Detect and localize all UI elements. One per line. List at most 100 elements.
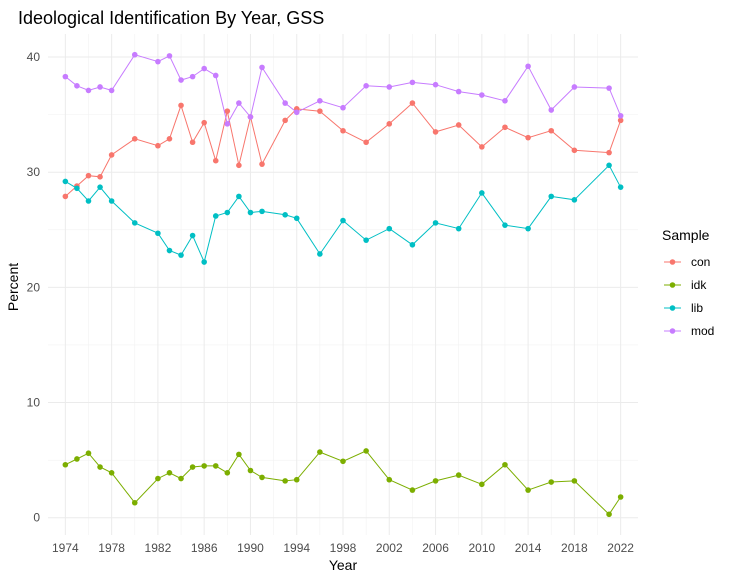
data-point-lib <box>479 190 485 196</box>
data-point-idk <box>293 476 300 483</box>
data-point-lib <box>259 208 265 215</box>
legend-key-point <box>669 282 676 288</box>
series-lib <box>62 162 624 265</box>
data-point-lib <box>108 198 115 204</box>
data-point-mod <box>606 85 612 91</box>
data-point-lib <box>85 198 92 204</box>
data-point-mod <box>189 73 196 80</box>
data-point-mod <box>85 87 92 94</box>
data-point-idk <box>606 511 612 518</box>
data-point-con <box>340 127 346 134</box>
data-point-con <box>155 142 161 149</box>
data-point-mod <box>432 81 439 88</box>
data-point-con <box>212 157 219 164</box>
data-point-idk <box>155 475 161 482</box>
data-point-con <box>502 124 508 131</box>
data-point-mod <box>479 92 485 98</box>
data-point-idk <box>340 458 346 465</box>
data-point-lib <box>166 247 173 254</box>
legend-item-idk: idk <box>664 278 707 292</box>
x-tick-label: 2022 <box>607 541 634 555</box>
data-point-mod <box>259 64 265 71</box>
data-point-con <box>62 193 69 200</box>
data-point-idk <box>201 463 207 469</box>
y-tick-label: 10 <box>27 396 41 410</box>
data-point-mod <box>74 83 80 89</box>
data-point-lib <box>247 209 254 216</box>
data-point-idk <box>108 470 115 476</box>
x-tick-label: 1998 <box>330 541 357 555</box>
data-point-mod <box>108 87 115 94</box>
legend-item-lib: lib <box>664 301 703 315</box>
x-tick-label: 2018 <box>561 541 588 555</box>
data-point-lib <box>293 215 300 222</box>
data-point-con <box>282 117 288 124</box>
data-point-mod <box>455 88 462 95</box>
data-point-con <box>363 139 369 146</box>
data-point-mod <box>317 98 323 104</box>
data-point-idk <box>85 450 92 457</box>
data-point-idk <box>97 464 103 470</box>
data-point-lib <box>155 230 161 237</box>
data-point-idk <box>189 464 196 470</box>
x-axis-ticks: 1974 1978 1982 1986 1990 1994 1998 2002 2006 2010… <box>52 541 634 555</box>
data-point-lib <box>97 184 103 190</box>
data-point-mod <box>178 77 184 83</box>
data-point-lib <box>212 213 219 219</box>
x-tick-label: 1974 <box>52 541 79 555</box>
data-point-idk <box>131 499 138 506</box>
data-point-con <box>178 102 184 109</box>
data-point-lib <box>386 225 393 232</box>
data-point-idk <box>479 481 485 488</box>
data-point-lib <box>571 197 578 203</box>
x-tick-label: 1982 <box>145 541 172 555</box>
data-point-idk <box>247 467 254 474</box>
data-point-mod <box>212 72 219 79</box>
x-tick-label: 1990 <box>237 541 264 555</box>
data-point-mod <box>502 98 508 104</box>
legend-item-mod: mod <box>664 324 714 338</box>
data-point-idk <box>212 463 219 469</box>
data-point-lib <box>224 209 231 216</box>
data-point-con <box>386 121 393 127</box>
data-point-idk <box>548 479 555 485</box>
data-point-mod <box>363 83 369 89</box>
legend-title: Sample <box>662 227 710 243</box>
legend-label: idk <box>691 278 707 292</box>
y-axis-ticks: 0 10 20 30 40 <box>27 50 41 525</box>
data-point-idk <box>74 456 80 462</box>
data-point-idk <box>166 470 173 476</box>
x-tick-label: 1994 <box>283 541 310 555</box>
data-point-mod <box>62 73 69 80</box>
data-point-lib <box>340 217 346 224</box>
data-point-lib <box>606 162 612 169</box>
data-point-con <box>455 122 462 128</box>
series-layer <box>62 51 624 518</box>
data-point-lib <box>525 225 531 232</box>
data-point-con <box>571 147 578 154</box>
data-point-con <box>224 108 231 114</box>
data-point-lib <box>548 193 555 200</box>
x-tick-label: 2006 <box>422 541 449 555</box>
legend-key-point <box>669 305 676 311</box>
y-axis-title: Percent <box>5 263 21 311</box>
data-point-mod <box>617 112 624 119</box>
data-point-idk <box>525 487 531 493</box>
data-point-idk <box>363 448 369 454</box>
series-idk <box>62 448 624 518</box>
x-axis-title: Year <box>329 557 358 573</box>
data-point-con <box>189 139 196 146</box>
legend-key-point <box>669 259 676 265</box>
x-tick-label: 2002 <box>376 541 403 555</box>
data-point-con <box>259 161 265 167</box>
legend-label: con <box>691 255 710 269</box>
data-point-lib <box>617 184 624 190</box>
legend-item-con: con <box>664 255 710 269</box>
series-mod <box>62 51 624 127</box>
data-point-con <box>479 144 485 150</box>
data-point-lib <box>502 222 508 228</box>
data-point-con <box>236 162 242 169</box>
data-point-mod <box>293 109 300 116</box>
x-tick-label: 1986 <box>191 541 218 555</box>
